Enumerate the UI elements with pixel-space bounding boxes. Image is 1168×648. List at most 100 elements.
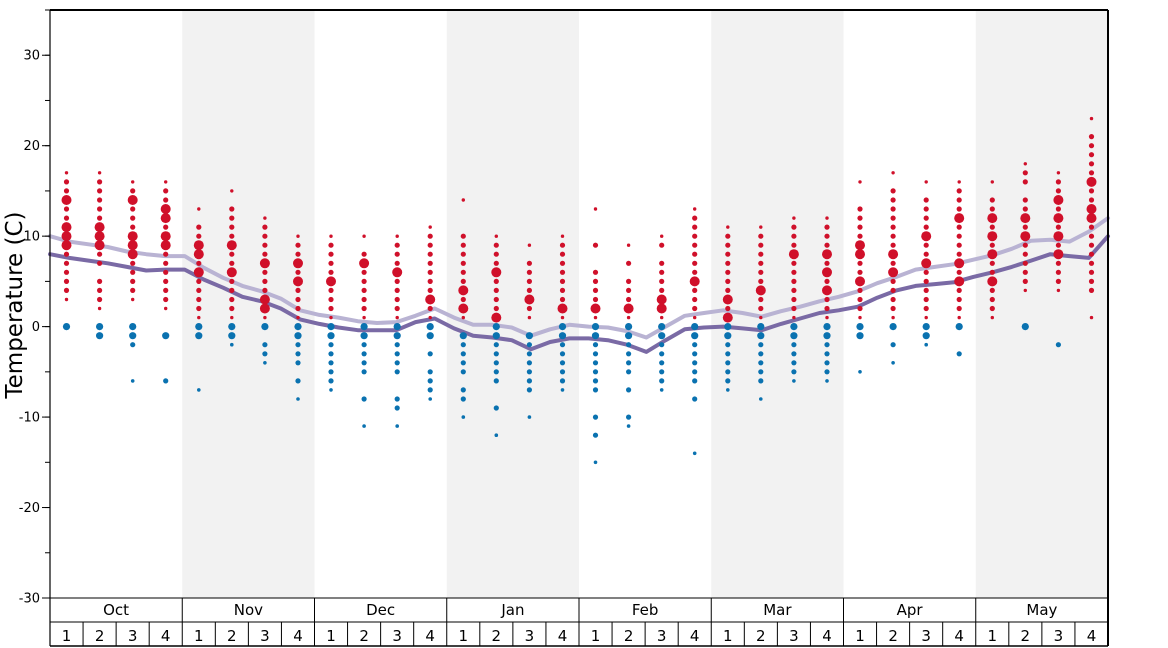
warm-point xyxy=(259,294,270,305)
cold-point xyxy=(394,360,400,366)
warm-point xyxy=(924,180,928,184)
week-label: 1 xyxy=(988,627,998,645)
cold-point xyxy=(62,323,71,331)
cold-point xyxy=(328,369,334,375)
week-label: 2 xyxy=(359,627,369,645)
warm-point xyxy=(1022,206,1028,212)
month-band xyxy=(446,10,579,598)
warm-point xyxy=(559,269,566,275)
warm-point xyxy=(890,305,896,312)
cold-point xyxy=(228,332,236,340)
cold-point xyxy=(790,332,798,340)
warm-point xyxy=(63,206,70,212)
warm-point xyxy=(1023,162,1027,166)
cold-point xyxy=(394,342,400,348)
warm-point xyxy=(924,315,928,320)
warm-point xyxy=(1088,287,1095,293)
warm-point xyxy=(526,305,533,312)
cold-point xyxy=(922,332,930,340)
warm-point xyxy=(857,206,863,212)
y-tick-label: 20 xyxy=(23,139,40,154)
warm-point xyxy=(921,258,932,269)
week-label: 4 xyxy=(1087,627,1097,645)
warm-point xyxy=(263,315,267,320)
warm-point xyxy=(788,249,799,260)
warm-point xyxy=(229,233,235,239)
cold-point xyxy=(427,378,433,384)
warm-point xyxy=(163,251,169,257)
warm-point xyxy=(362,234,366,238)
cold-point xyxy=(492,323,500,331)
cold-point xyxy=(328,342,334,348)
cold-point xyxy=(395,424,400,428)
cold-point xyxy=(626,424,631,428)
warm-point xyxy=(394,305,400,312)
warm-point xyxy=(361,287,367,293)
warm-point xyxy=(592,278,599,284)
cold-point xyxy=(823,323,831,331)
cold-point xyxy=(460,387,466,393)
warm-point xyxy=(1022,251,1028,257)
cold-point xyxy=(560,388,565,392)
cold-point xyxy=(891,361,895,365)
week-label: 3 xyxy=(128,627,138,645)
warm-point xyxy=(460,278,466,284)
warm-point xyxy=(954,258,965,269)
warm-point xyxy=(1020,213,1031,224)
cold-point xyxy=(328,378,334,384)
warm-point xyxy=(328,260,334,266)
warm-point xyxy=(659,269,665,275)
warm-point xyxy=(160,213,171,224)
warm-point xyxy=(361,251,367,257)
warm-point xyxy=(1086,176,1097,187)
month-band xyxy=(975,10,1108,598)
warm-point xyxy=(857,296,863,303)
cold-point xyxy=(559,342,566,348)
cold-point xyxy=(393,323,401,331)
cold-point xyxy=(294,332,302,340)
month-label: May xyxy=(1026,601,1057,619)
warm-point xyxy=(226,267,237,278)
warm-point xyxy=(1089,315,1094,320)
warm-point xyxy=(1023,288,1027,293)
warm-point xyxy=(328,251,334,257)
cold-point xyxy=(692,351,698,357)
cold-point xyxy=(726,388,730,392)
week-label: 1 xyxy=(855,627,865,645)
warm-point xyxy=(923,215,929,221)
warm-point xyxy=(692,215,698,221)
plot-frame xyxy=(49,9,1109,646)
cold-point xyxy=(526,360,533,366)
cold-point xyxy=(460,369,466,375)
cold-point xyxy=(890,342,896,348)
cold-point xyxy=(592,351,599,357)
warm-point xyxy=(160,231,171,242)
warm-point xyxy=(97,278,103,284)
warm-point xyxy=(659,260,665,266)
warm-point xyxy=(64,297,69,302)
warm-point xyxy=(559,287,566,293)
cold-point xyxy=(296,397,300,401)
y-tick-label: -10 xyxy=(19,411,40,426)
warm-point xyxy=(97,306,102,311)
week-label: 1 xyxy=(62,627,72,645)
cold-point xyxy=(757,323,765,331)
warm-point xyxy=(130,215,136,221)
cold-point xyxy=(825,379,829,383)
cold-point xyxy=(493,378,499,384)
warm-point xyxy=(493,287,499,293)
cold-point xyxy=(559,378,566,384)
warm-point xyxy=(923,224,929,230)
warm-point xyxy=(427,242,433,248)
warm-point xyxy=(987,276,998,287)
warm-point xyxy=(61,240,72,251)
cold-point xyxy=(459,332,467,340)
month-label: Apr xyxy=(897,601,924,619)
warm-point xyxy=(692,296,698,303)
warm-point xyxy=(725,251,731,257)
warm-point xyxy=(559,242,566,248)
cold-point xyxy=(626,414,632,420)
warm-point xyxy=(262,287,268,293)
warm-point xyxy=(295,251,301,257)
cold-point xyxy=(924,342,928,347)
